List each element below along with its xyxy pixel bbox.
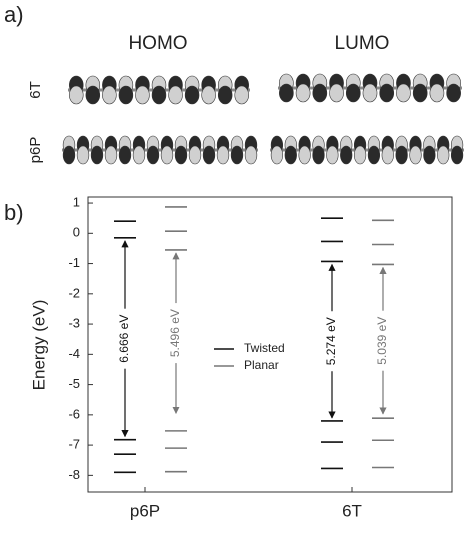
legend-label: Planar: [244, 358, 279, 372]
orbital-lobe: [76, 145, 90, 165]
orbital-lobe: [412, 83, 428, 103]
orbital-lobe: [217, 85, 233, 105]
y-tick-label: -8: [68, 467, 80, 482]
molecule-images: [62, 73, 464, 165]
gap-label-bg: [117, 308, 133, 369]
gap-label: 5.496 eV: [168, 309, 182, 357]
orbital-lobe: [367, 145, 381, 165]
column-label: LUMO: [335, 33, 390, 54]
plot-frame: [87, 196, 453, 493]
x-tick-label: p6P: [130, 501, 160, 520]
orbital-lobe: [90, 145, 104, 165]
orbital-lobe: [160, 145, 174, 165]
row-label: 6T: [27, 81, 44, 99]
orbital-lobe: [188, 145, 202, 165]
orbital-lobe: [85, 85, 101, 105]
y-axis-label: Energy (eV): [29, 300, 48, 391]
orbital-lobe: [395, 145, 408, 165]
orbital-lobe: [62, 145, 76, 165]
y-tick-label: -4: [68, 346, 80, 361]
orbital-lobe: [379, 83, 395, 103]
orbital-lobe: [298, 145, 311, 165]
x-tick-label: 6T: [342, 501, 362, 520]
orbital-lobe: [381, 145, 394, 165]
gap-label-bg: [324, 311, 340, 372]
y-tick-label: 1: [73, 194, 80, 209]
legend-label: Twisted: [244, 341, 285, 355]
orbital-lobe: [146, 145, 160, 165]
y-tick-label: -1: [68, 255, 80, 270]
orbital-lobe: [446, 83, 461, 103]
orbital-lobe: [118, 145, 132, 165]
orbital-lobe: [326, 145, 339, 165]
orbital-lobe: [216, 145, 230, 165]
y-tick-label: -5: [68, 376, 80, 391]
orbital-lobe: [118, 85, 134, 105]
gap-label: 5.274 eV: [324, 317, 338, 365]
orbital-lobe: [450, 145, 464, 165]
orbital-lobe: [230, 145, 244, 165]
orbital-lobe: [409, 145, 422, 165]
orbital-lobe: [429, 83, 445, 103]
orbital-lobe: [201, 85, 216, 105]
orbital-lobe: [279, 83, 294, 103]
column-label: HOMO: [128, 33, 187, 54]
orbital-lobe: [312, 83, 328, 103]
panel-label: a): [4, 2, 24, 27]
gap-label: 6.666 eV: [117, 315, 131, 363]
orbital-lobe: [329, 83, 344, 103]
orbital-lobe: [312, 145, 325, 165]
orbital-lobe: [353, 145, 367, 165]
orbital-lobe: [270, 145, 284, 165]
panel-label: b): [4, 200, 24, 225]
gap-label-bg: [375, 310, 391, 371]
orbital-lobe: [151, 85, 167, 105]
orbital-lobe: [168, 85, 183, 105]
orbital-lobe: [69, 85, 84, 105]
orbital-lobe: [345, 83, 361, 103]
y-tick-label: -6: [68, 406, 80, 421]
orbital-lobe: [362, 83, 378, 103]
orbital-lobe: [135, 85, 150, 105]
orbital-lobe: [423, 145, 436, 165]
orbital-lobe: [132, 145, 146, 165]
orbital-lobe: [174, 145, 188, 165]
orbital-lobe: [244, 145, 258, 165]
y-tick-label: -3: [68, 316, 80, 331]
orbital-lobe: [284, 145, 297, 165]
y-tick-label: 0: [73, 225, 80, 240]
orbital-lobe: [295, 83, 311, 103]
orbital-lobe: [396, 83, 411, 103]
y-tick-label: -7: [68, 437, 80, 452]
row-label: p6P: [27, 137, 44, 164]
orbital-lobe: [234, 85, 249, 105]
orbital-lobe: [340, 145, 353, 165]
orbital-lobe: [104, 145, 118, 165]
gap-label: 5.039 eV: [375, 317, 389, 365]
gap-label-bg: [168, 303, 184, 364]
orbital-lobe: [184, 85, 200, 105]
orbital-lobe: [437, 145, 450, 165]
y-tick-label: -2: [68, 285, 80, 300]
orbital-lobe: [202, 145, 216, 165]
orbital-lobe: [102, 85, 117, 105]
